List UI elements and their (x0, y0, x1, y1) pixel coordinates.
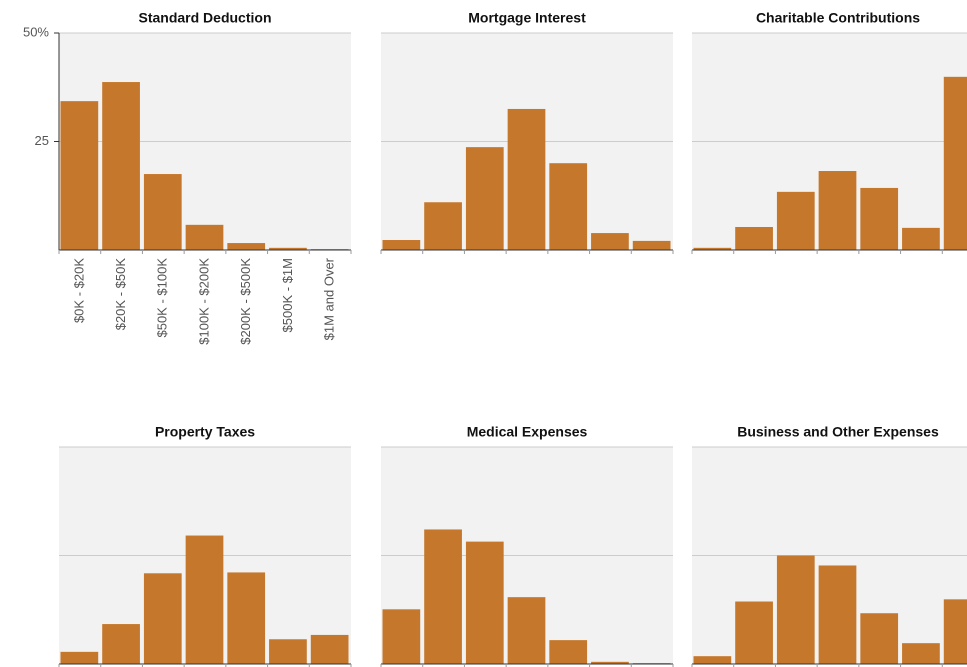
bar (776, 555, 815, 664)
bar (860, 187, 899, 250)
bar (382, 240, 421, 250)
bar (227, 243, 266, 250)
bar (102, 82, 140, 251)
y-tick-label: 25 (35, 133, 49, 148)
bar (143, 174, 182, 250)
bar (269, 639, 307, 664)
x-tick-label: $20K - $50K (113, 258, 128, 331)
bar (60, 651, 99, 664)
bar (693, 656, 732, 664)
bar (943, 599, 967, 664)
panel-title: Medical Expenses (467, 424, 588, 440)
bar (507, 108, 546, 250)
bar (465, 541, 504, 664)
y-tick-label: 50% (23, 24, 49, 39)
bar (902, 227, 940, 250)
bar (943, 76, 967, 250)
bar (424, 529, 462, 664)
panel: Charitable Contributions (691, 10, 967, 254)
bar (632, 240, 671, 250)
bar (227, 572, 266, 664)
bar (143, 573, 182, 664)
bar (818, 565, 857, 664)
bar (507, 597, 546, 664)
bar (185, 535, 224, 664)
bar (860, 613, 899, 664)
bar (310, 634, 349, 664)
bar (269, 247, 307, 250)
bar (424, 202, 462, 250)
panel-title: Standard Deduction (138, 10, 271, 26)
bar (60, 101, 99, 250)
panel: Business and Other Expenses (691, 424, 967, 667)
x-tick-label: $100K - $200K (196, 258, 211, 345)
bar (735, 226, 773, 250)
bar (549, 640, 588, 664)
x-tick-label: $200K - $500K (238, 258, 253, 345)
bar (465, 147, 504, 250)
panel: Property Taxes (58, 424, 352, 667)
panel: Standard Deduction 50% 25 $0K - $20K $20K - … (23, 10, 352, 345)
panel: Medical Expenses (380, 424, 674, 667)
panel-title: Property Taxes (155, 424, 255, 440)
bar (735, 601, 773, 664)
panel-title: Mortgage Interest (468, 10, 586, 26)
bar (818, 171, 857, 250)
bar (102, 624, 140, 664)
bar (591, 233, 629, 250)
panel-title: Business and Other Expenses (737, 424, 939, 440)
x-tick-label: $1M and Over (322, 257, 337, 340)
x-tick-label: $50K - $100K (155, 258, 170, 338)
panel: Mortgage Interest (380, 10, 674, 254)
panel-title: Charitable Contributions (756, 10, 920, 26)
x-tick-label: $500K - $1M (280, 258, 295, 332)
bar (776, 191, 815, 250)
bar (185, 224, 224, 250)
bar (549, 163, 588, 250)
bar (693, 247, 732, 250)
bar (382, 609, 421, 664)
bar (591, 661, 629, 664)
x-tick-label: $0K - $20K (71, 258, 86, 323)
bar (902, 643, 940, 664)
